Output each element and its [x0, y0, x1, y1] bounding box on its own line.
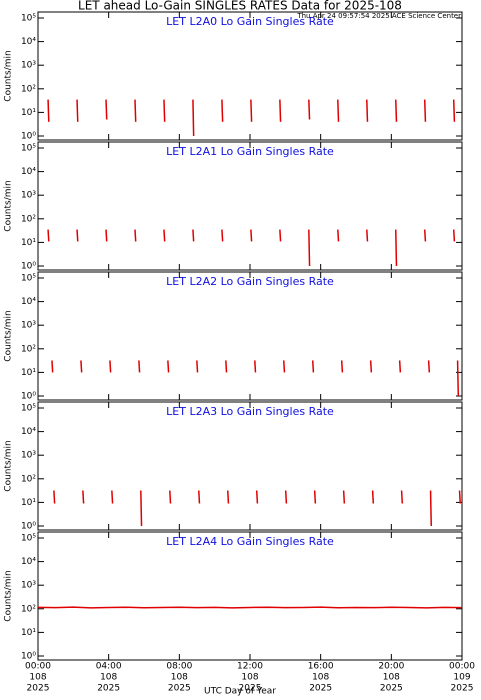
y-tick-label: 10⁵ — [21, 144, 36, 154]
y-axis-label: Counts/min — [4, 180, 14, 231]
data-line — [37, 606, 463, 609]
x-tick-day: 108 — [100, 673, 117, 683]
x-tick-day: 108 — [312, 673, 329, 683]
y-tick-label: 10³ — [21, 321, 36, 331]
y-tick-label: 10³ — [21, 581, 36, 591]
x-tick-label: 08:00 — [166, 662, 192, 672]
x-tick-label: 12:00 — [237, 662, 263, 672]
y-tick-label: 10² — [21, 604, 36, 614]
page-title: LET ahead Lo-Gain SINGLES RATES Data for… — [78, 0, 402, 13]
y-tick-label: 10² — [21, 214, 36, 224]
y-tick-label: 10¹ — [21, 238, 36, 248]
x-tick-label: 16:00 — [308, 662, 334, 672]
x-tick-year: 2025 — [97, 684, 120, 694]
y-tick-label: 10⁴ — [21, 297, 36, 307]
y-tick-label: 10⁵ — [21, 14, 36, 24]
panel-frame — [37, 271, 463, 401]
panel-title: LET L2A3 Lo Gain Singles Rate — [166, 405, 334, 418]
page-subtitle: Thu Apr 24 09:57:54 2025 ACE Science Cen… — [296, 12, 461, 20]
y-tick-label: 10⁵ — [21, 274, 36, 284]
panel-frame — [37, 531, 463, 661]
x-tick-day: 108 — [171, 673, 188, 683]
x-tick-year: 2025 — [239, 684, 262, 694]
y-tick-label: 10³ — [21, 451, 36, 461]
y-tick-label: 10⁰ — [21, 132, 36, 142]
x-tick-label: 00:00 — [25, 662, 51, 672]
panel-title: LET L2A0 Lo Gain Singles Rate — [166, 15, 334, 28]
data-line — [51, 360, 460, 397]
panel-frame — [37, 401, 463, 531]
y-axis-label: Counts/min — [4, 440, 14, 491]
x-tick-year: 2025 — [451, 684, 474, 694]
y-tick-label: 10² — [21, 344, 36, 354]
y-tick-label: 10³ — [21, 191, 36, 201]
x-tick-label: 04:00 — [96, 662, 122, 672]
panel-frame — [37, 141, 463, 271]
y-tick-label: 10³ — [21, 61, 36, 71]
panel-title: LET L2A2 Lo Gain Singles Rate — [166, 275, 334, 288]
x-tick-day: 109 — [453, 673, 470, 683]
y-tick-label: 10¹ — [21, 628, 36, 638]
y-axis-label: Counts/min — [4, 570, 14, 621]
x-tick-day: 108 — [383, 673, 400, 683]
y-tick-label: 10⁰ — [21, 522, 36, 532]
x-tick-year: 2025 — [309, 684, 332, 694]
y-tick-label: 10² — [21, 84, 36, 94]
x-tick-day: 108 — [29, 673, 46, 683]
y-tick-label: 10¹ — [21, 368, 36, 378]
panel-title: LET L2A4 Lo Gain Singles Rate — [166, 535, 334, 548]
y-tick-label: 10⁴ — [21, 37, 36, 47]
y-tick-label: 10⁵ — [21, 534, 36, 544]
x-tick-year: 2025 — [27, 684, 50, 694]
y-tick-label: 10⁴ — [21, 167, 36, 177]
data-line — [53, 490, 461, 527]
panel-title: LET L2A1 Lo Gain Singles Rate — [166, 145, 334, 158]
y-tick-label: 10⁰ — [21, 392, 36, 402]
y-tick-label: 10² — [21, 474, 36, 484]
x-tick-day: 108 — [241, 673, 258, 683]
data-line — [47, 99, 456, 137]
y-axis-label: Counts/min — [4, 50, 14, 101]
y-axis-label: Counts/min — [4, 310, 14, 361]
y-tick-label: 10⁴ — [21, 557, 36, 567]
y-tick-label: 10⁰ — [21, 652, 36, 662]
data-line — [47, 229, 456, 267]
x-tick-label: 20:00 — [378, 662, 404, 672]
x-axis-label: UTC Day of Year — [204, 687, 276, 697]
panel-frame — [37, 11, 463, 141]
y-tick-label: 10¹ — [21, 498, 36, 508]
y-tick-label: 10⁵ — [21, 404, 36, 414]
x-tick-year: 2025 — [168, 684, 191, 694]
x-tick-year: 2025 — [380, 684, 403, 694]
y-tick-label: 10¹ — [21, 108, 36, 118]
y-tick-label: 10⁰ — [21, 262, 36, 272]
y-tick-label: 10⁴ — [21, 427, 36, 437]
x-tick-label: 00:00 — [449, 662, 475, 672]
